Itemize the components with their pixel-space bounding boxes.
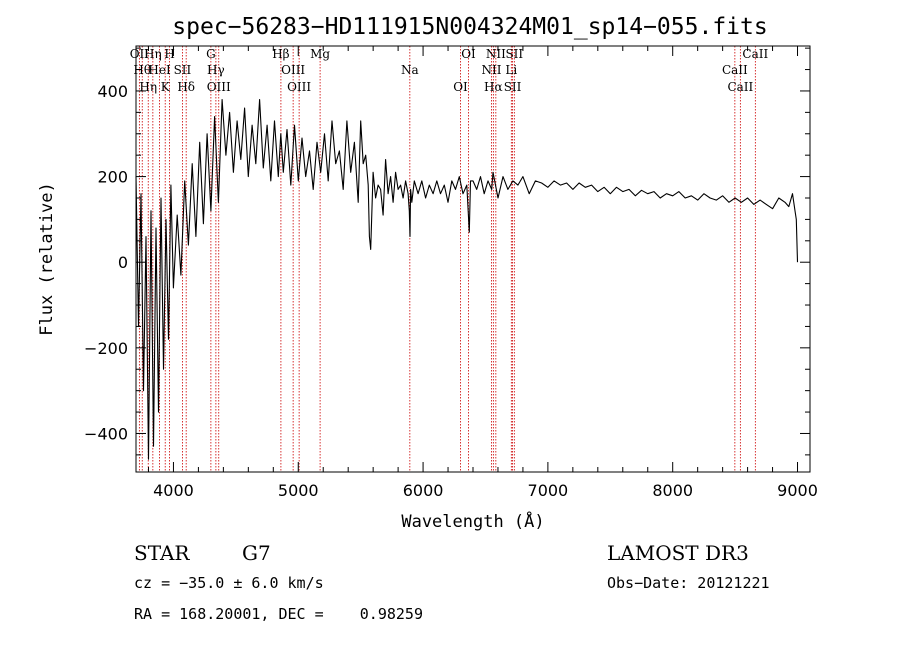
line-marker-label: SII <box>504 80 522 94</box>
line-marker-label: OII <box>130 47 150 61</box>
line-marker-label: NII <box>486 47 506 61</box>
line-marker-label: CaII <box>722 63 748 77</box>
line-marker-label: OIII <box>207 80 231 94</box>
redshift-velocity: cz = −35.0 ± 6.0 km/s <box>134 574 324 592</box>
x-tick-label: 9000 <box>777 481 818 500</box>
survey-name: LAMOST DR3 <box>607 541 749 565</box>
flux-series-line <box>135 98 799 460</box>
line-marker-label: SII <box>505 47 523 61</box>
line-marker-label: OIII <box>287 80 311 94</box>
object-class: STAR <box>134 541 190 565</box>
axis-tick-labels: 4000 5000 6000 7000 8000 9000 400 200 0 −200 −400 <box>84 82 818 500</box>
line-marker-label: H <box>164 47 174 61</box>
line-marker-label: Na <box>401 63 419 77</box>
observation-date: Obs−Date: 20121221 <box>607 574 770 592</box>
y-tick-label: −200 <box>84 339 128 358</box>
line-marker-label: OIII <box>281 63 305 77</box>
chart-title: spec−56283−HD111915N004324M01_sp14−055.f… <box>172 14 767 40</box>
line-marker-label: CaII <box>727 80 753 94</box>
line-marker-label: Hθ <box>133 63 151 77</box>
line-marker-label: Hγ <box>207 63 225 77</box>
line-marker-label: HeI <box>148 63 171 77</box>
x-tick-label: 7000 <box>528 481 569 500</box>
y-tick-label: −400 <box>84 424 128 443</box>
object-subclass: G7 <box>242 541 271 565</box>
x-tick-label: 6000 <box>403 481 444 500</box>
line-marker-label: Hη <box>144 47 162 61</box>
x-tick-label: 4000 <box>153 481 194 500</box>
ra-dec-coordinates: RA = 168.20001, DEC = 0.98259 <box>134 605 423 623</box>
y-tick-label: 200 <box>97 168 128 187</box>
line-marker-label: Hβ <box>272 47 289 61</box>
x-axis-label: Wavelength (Å) <box>401 510 544 532</box>
y-tick-label: 400 <box>97 82 128 101</box>
x-tick-label: 5000 <box>278 481 319 500</box>
line-marker-label: CaII <box>742 47 768 61</box>
line-marker-label: G <box>206 47 216 61</box>
y-axis-label: Flux (relative) <box>37 182 57 336</box>
spectral-line-labels: OIIHθHηHηHeIKHSIIHδGHγOIIIHβOIIIOIIIMgNa… <box>130 47 769 94</box>
line-marker-label: NII <box>481 63 501 77</box>
x-tick-label: 8000 <box>652 481 693 500</box>
line-marker-label: OI <box>461 47 476 61</box>
line-marker-label: Hδ <box>177 80 195 94</box>
plot-frame <box>135 45 811 473</box>
line-marker-label: Hη <box>139 80 157 94</box>
line-marker-label: Hα <box>484 80 503 94</box>
axis-ticks <box>136 46 810 472</box>
line-marker-label: Mg <box>310 47 330 61</box>
line-marker-label: K <box>161 80 171 94</box>
y-tick-label: 0 <box>118 253 128 272</box>
line-marker-label: SII <box>174 63 192 77</box>
spectral-line-markers <box>138 46 756 472</box>
line-marker-label: Li <box>505 63 517 77</box>
line-marker-label: OI <box>453 80 468 94</box>
